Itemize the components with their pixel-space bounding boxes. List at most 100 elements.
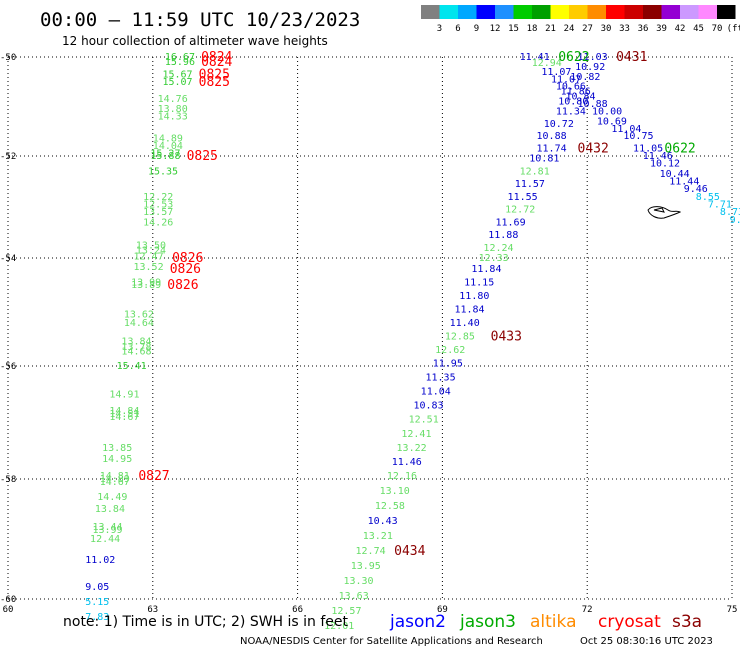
colorbar-swatch: [606, 5, 625, 19]
colorbar-label: 42: [675, 24, 686, 34]
wave-height-label: 14.26: [143, 217, 173, 228]
wave-height-label: 12.47: [133, 251, 163, 262]
legend-cryosat: cryosat: [598, 612, 661, 632]
pass-time-tag: 0825: [199, 67, 230, 82]
wave-height-label: 15.27: [150, 149, 180, 160]
pass-time-tag: 0622: [664, 142, 695, 157]
wave-height-label: 11.88: [488, 230, 518, 241]
wave-height-label: 14.33: [158, 111, 188, 122]
wave-height-label: 14.89: [153, 134, 183, 145]
wave-height-label: 13.62: [124, 310, 154, 321]
lat-tick-label: -52: [0, 152, 16, 162]
wave-height-label: 11.46: [643, 151, 673, 162]
wave-height-label: 12.81: [520, 166, 550, 177]
wave-height-label: 14.81: [100, 471, 130, 482]
pass-time-tag: 0826: [167, 278, 198, 293]
colorbar-label: 70: [712, 24, 723, 34]
wave-height-label: 12.16: [387, 471, 417, 482]
wave-height-label: 9.: [730, 215, 740, 226]
wave-height-label: 12.94: [532, 58, 562, 69]
colorbar-swatch: [661, 5, 680, 19]
wave-height-label: 10.81: [529, 154, 559, 165]
legend-jason2: jason2: [389, 612, 446, 632]
wave-height-label: 10.72: [544, 119, 574, 130]
pass-time-tag: 0825: [187, 149, 218, 164]
wave-height-label: 15.35: [148, 166, 178, 177]
lat-lon-grid: [7, 56, 733, 600]
pass-time-tags: 0824082408250825082508260826082608270622…: [138, 50, 695, 559]
wave-height-label: 11.84: [471, 264, 501, 275]
wave-height-label: 13.89: [131, 280, 161, 291]
wave-height-label: 11.41: [520, 52, 550, 63]
wave-height-label: 10.66: [556, 82, 586, 93]
wave-height-label: 7.83: [85, 612, 109, 623]
wave-height-label: 11.69: [495, 217, 525, 228]
wave-height-label: 11.07: [541, 67, 571, 78]
wave-height-label: 10.92: [575, 62, 605, 73]
wave-height-label: 11.04: [611, 124, 641, 135]
colorbar-label: 39: [656, 24, 667, 34]
wave-height-label: 14.89: [100, 474, 130, 485]
colorbar-swatch: [680, 5, 699, 19]
wave-height-label: 14.91: [109, 389, 139, 400]
wave-height-label: 13.84: [121, 337, 151, 348]
lon-tick-label: 63: [147, 605, 158, 615]
map-subtitle: 12 hour collection of altimeter wave hei…: [62, 34, 328, 48]
wave-height-label: 13.44: [92, 522, 122, 533]
wave-height-label: 10.00: [592, 106, 622, 117]
wave-height-label: 13.50: [136, 240, 166, 251]
colorbar-swatch: [476, 5, 495, 19]
pass-time-tag: 0825: [199, 75, 230, 90]
colorbar-swatch: [643, 5, 662, 19]
colorbar-unit: (ft): [727, 24, 740, 34]
wave-height-label: 13.99: [92, 525, 122, 536]
colorbar-swatch: [550, 5, 569, 19]
wave-height-label: 14.49: [97, 492, 127, 503]
colorbar-swatch: [495, 5, 514, 19]
satellite-legend: jason2 jason3 altika cryosat s3a: [389, 612, 702, 632]
wave-height-label: 11.40: [450, 318, 480, 329]
wave-height-label: 16.67: [165, 52, 195, 63]
wave-height-label: 12.57: [331, 606, 361, 617]
island-outline: [647, 206, 682, 219]
wave-height-label: 14.95: [102, 454, 132, 465]
legend-s3a: s3a: [672, 612, 702, 632]
wave-height-label: 13.80: [158, 104, 188, 115]
wave-height-label: 8.73: [720, 207, 740, 218]
wave-height-label: 13.21: [363, 531, 393, 542]
wave-height-label: 15.88: [150, 151, 180, 162]
wave-height-label: 12.01: [324, 621, 354, 632]
wave-height-label: 13.63: [339, 591, 369, 602]
lon-tick-label: 66: [292, 605, 303, 615]
wave-height-label: 13.30: [343, 576, 373, 587]
wave-height-label: 13.85: [102, 443, 132, 454]
colorbar-label: 3: [437, 24, 442, 34]
pass-time-tag: 0622: [558, 50, 589, 65]
lat-tick-label: -54: [0, 254, 16, 264]
wave-height-label: 12.24: [483, 243, 513, 254]
pass-time-tag: 0827: [138, 469, 169, 484]
lon-tick-label: 72: [582, 605, 593, 615]
legend-jason3: jason3: [459, 612, 516, 632]
footer-timestamp: Oct 25 08:30:16 UTC 2023: [580, 636, 713, 647]
wave-height-label: 15.41: [117, 361, 147, 372]
wave-height-label: 12.58: [375, 501, 405, 512]
pass-time-tag: 0431: [616, 50, 647, 65]
colorbar-swatch: [421, 5, 440, 19]
wave-height-label: 10.80: [558, 97, 588, 108]
wave-height-label: 11.05: [633, 144, 663, 155]
colorbar-label: 15: [508, 24, 519, 34]
wave-height-label: 12.33: [479, 253, 509, 264]
wave-height-label: 13.52: [133, 262, 163, 273]
colorbar-label: 27: [582, 24, 593, 34]
wave-height-label: 13.99: [131, 277, 161, 288]
colorbar-label: 33: [619, 24, 630, 34]
colorbar-swatch: [532, 5, 551, 19]
wave-height-label: 5.15: [85, 597, 109, 608]
colorbar-swatch: [513, 5, 532, 19]
wave-height-label: 11.44: [669, 177, 699, 188]
wave-height-label: 10.75: [623, 131, 653, 142]
